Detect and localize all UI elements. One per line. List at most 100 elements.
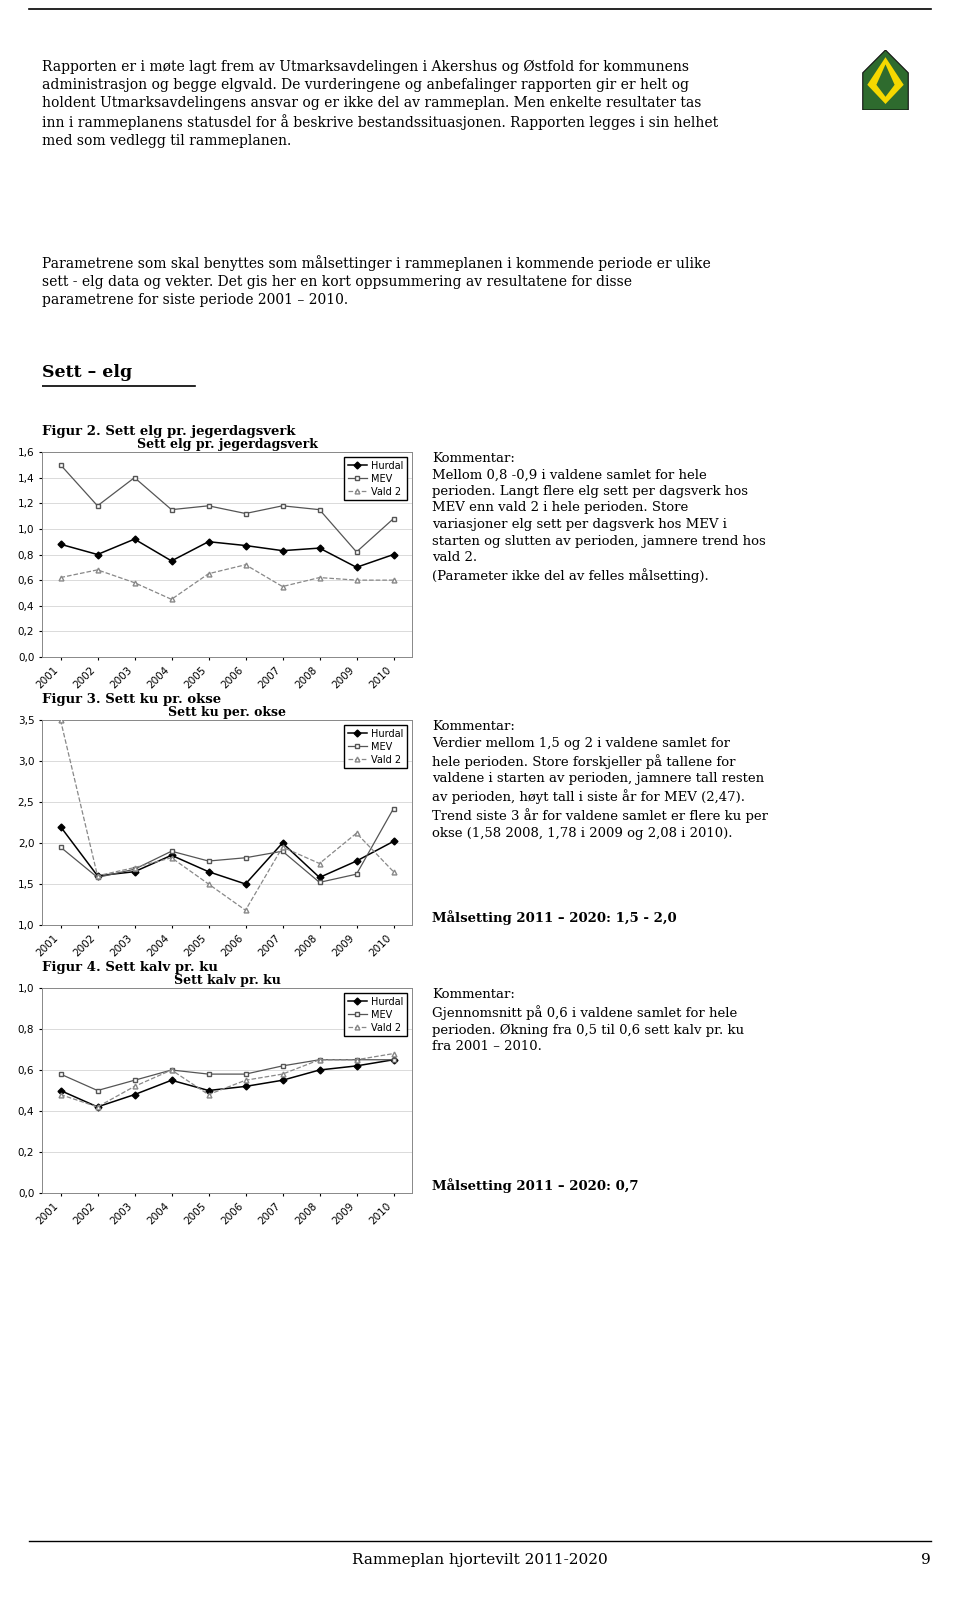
Vald 2 xyxy=(314,567,325,587)
MEV xyxy=(166,841,178,861)
Legend: Hurdal, MEV, Vald 2: Hurdal, MEV, Vald 2 xyxy=(344,992,407,1036)
MEV xyxy=(92,867,104,887)
MEV xyxy=(92,496,104,515)
MEV xyxy=(276,496,288,515)
Hurdal xyxy=(314,1060,325,1080)
Vald 2 xyxy=(55,710,66,729)
MEV xyxy=(129,1070,140,1089)
Text: Rammeplan hjortevilt 2011-2020: Rammeplan hjortevilt 2011-2020 xyxy=(352,1553,608,1568)
Vald 2 xyxy=(276,838,288,858)
Vald 2 xyxy=(276,1065,288,1084)
Text: Kommentar:
Gjennomsnitt på 0,6 i valdene samlet for hele
perioden. Økning fra 0,: Kommentar: Gjennomsnitt på 0,6 i valdene… xyxy=(432,989,744,1054)
Vald 2 xyxy=(240,554,252,574)
Vald 2 xyxy=(92,866,104,885)
Line: Vald 2: Vald 2 xyxy=(58,1050,396,1109)
Hurdal xyxy=(276,541,288,561)
Vald 2 xyxy=(166,1060,178,1080)
MEV xyxy=(388,799,399,819)
MEV xyxy=(350,1050,362,1070)
Polygon shape xyxy=(876,65,895,97)
Text: Figur 2. Sett elg pr. jegerdagsverk: Figur 2. Sett elg pr. jegerdagsverk xyxy=(42,425,296,438)
Hurdal xyxy=(388,545,399,564)
Hurdal xyxy=(276,833,288,853)
Vald 2 xyxy=(388,571,399,590)
Hurdal xyxy=(129,530,140,550)
Vald 2 xyxy=(55,567,66,587)
MEV xyxy=(314,499,325,519)
MEV xyxy=(203,851,214,870)
MEV xyxy=(240,504,252,524)
Hurdal xyxy=(92,545,104,564)
Vald 2 xyxy=(350,571,362,590)
MEV xyxy=(276,841,288,861)
Hurdal xyxy=(276,1070,288,1089)
Hurdal xyxy=(203,862,214,882)
MEV xyxy=(240,1065,252,1084)
Hurdal xyxy=(350,558,362,577)
Hurdal xyxy=(92,866,104,885)
Line: Vald 2: Vald 2 xyxy=(58,718,396,913)
Vald 2 xyxy=(129,858,140,877)
Hurdal xyxy=(203,532,214,551)
Hurdal xyxy=(314,867,325,887)
Vald 2 xyxy=(314,854,325,874)
Legend: Hurdal, MEV, Vald 2: Hurdal, MEV, Vald 2 xyxy=(344,725,407,768)
Text: Kommentar:
Verdier mellom 1,5 og 2 i valdene samlet for
hele perioden. Store for: Kommentar: Verdier mellom 1,5 og 2 i val… xyxy=(432,720,768,840)
Vald 2 xyxy=(203,1084,214,1104)
Vald 2 xyxy=(203,564,214,584)
Line: Hurdal: Hurdal xyxy=(58,537,396,569)
MEV xyxy=(55,456,66,475)
Hurdal xyxy=(240,1076,252,1096)
Line: Hurdal: Hurdal xyxy=(58,823,396,887)
Vald 2 xyxy=(129,572,140,592)
Vald 2 xyxy=(92,561,104,580)
Text: Sett – elg: Sett – elg xyxy=(42,363,132,381)
MEV xyxy=(203,496,214,515)
Vald 2 xyxy=(314,1050,325,1070)
Title: Sett ku per. okse: Sett ku per. okse xyxy=(168,705,286,718)
MEV xyxy=(55,838,66,858)
Vald 2 xyxy=(276,577,288,597)
Line: Hurdal: Hurdal xyxy=(58,1057,396,1109)
Hurdal xyxy=(166,551,178,571)
Hurdal xyxy=(240,537,252,556)
Vald 2 xyxy=(203,874,214,893)
Text: Figur 4. Sett kalv pr. ku: Figur 4. Sett kalv pr. ku xyxy=(42,961,218,974)
Text: Målsetting 2011 – 2020: 0,7: Målsetting 2011 – 2020: 0,7 xyxy=(432,1178,638,1193)
Hurdal xyxy=(240,874,252,893)
Vald 2 xyxy=(388,862,399,882)
MEV xyxy=(92,1081,104,1101)
Text: Målsetting 2011 – 2020: 1,5 - 2,0: Målsetting 2011 – 2020: 1,5 - 2,0 xyxy=(432,909,677,926)
Hurdal xyxy=(388,832,399,851)
Line: MEV: MEV xyxy=(58,1057,396,1093)
Hurdal xyxy=(350,851,362,870)
Hurdal xyxy=(129,1084,140,1104)
Hurdal xyxy=(55,535,66,554)
Polygon shape xyxy=(863,50,908,110)
Text: Figur 3. Sett ku pr. okse: Figur 3. Sett ku pr. okse xyxy=(42,694,221,707)
Vald 2 xyxy=(240,1070,252,1089)
Vald 2 xyxy=(350,823,362,843)
MEV xyxy=(166,499,178,519)
Vald 2 xyxy=(55,1084,66,1104)
MEV xyxy=(240,848,252,867)
Hurdal xyxy=(55,1081,66,1101)
MEV xyxy=(388,1050,399,1070)
MEV xyxy=(276,1057,288,1076)
Hurdal xyxy=(129,862,140,882)
Hurdal xyxy=(166,1070,178,1089)
MEV xyxy=(314,1050,325,1070)
Title: Sett kalv pr. ku: Sett kalv pr. ku xyxy=(174,974,280,987)
Line: Vald 2: Vald 2 xyxy=(58,562,396,601)
Line: MEV: MEV xyxy=(58,462,396,554)
Line: MEV: MEV xyxy=(58,806,396,885)
MEV xyxy=(129,859,140,879)
Hurdal xyxy=(388,1050,399,1070)
Vald 2 xyxy=(129,1076,140,1096)
Hurdal xyxy=(92,1097,104,1117)
Hurdal xyxy=(166,846,178,866)
Vald 2 xyxy=(166,848,178,867)
Hurdal xyxy=(203,1081,214,1101)
MEV xyxy=(350,864,362,883)
Hurdal xyxy=(350,1057,362,1076)
